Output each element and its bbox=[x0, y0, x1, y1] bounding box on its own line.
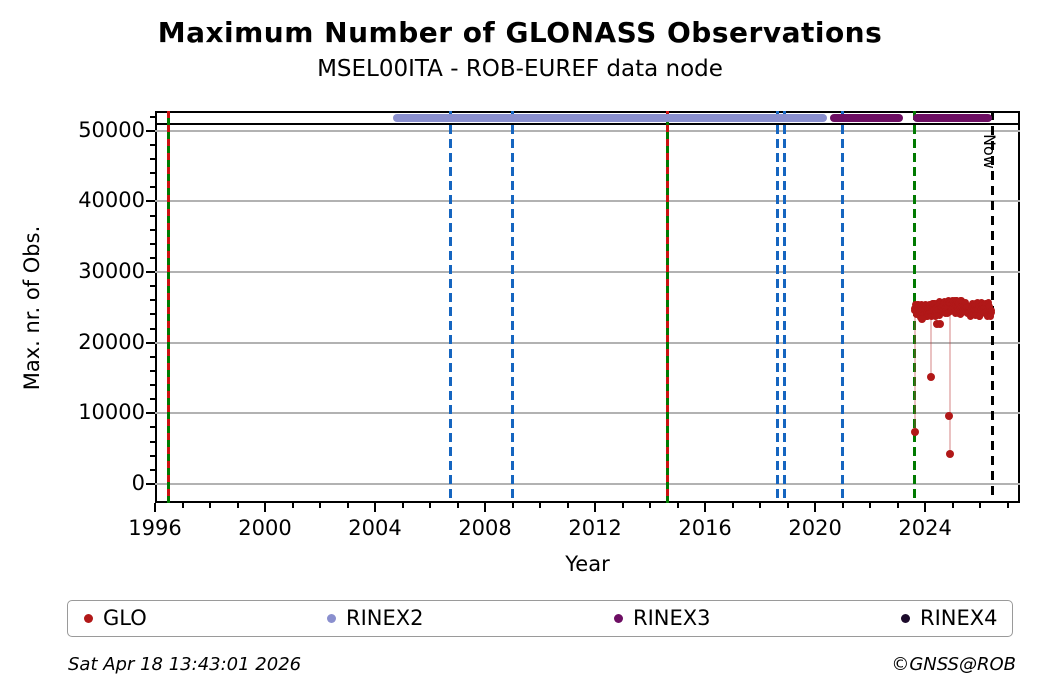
x-tick-label: 1996 bbox=[128, 516, 182, 540]
x-tick-label: 2008 bbox=[458, 516, 512, 540]
x-minor-tick bbox=[759, 503, 762, 508]
x-minor-tick bbox=[209, 503, 211, 508]
y-tick-label: 20000 bbox=[78, 329, 145, 354]
x-tick-label: 2000 bbox=[238, 516, 292, 540]
legend-label: GLO bbox=[103, 606, 147, 630]
y-major-tick bbox=[146, 200, 155, 203]
plot-area bbox=[155, 111, 1020, 503]
y-major-tick bbox=[146, 129, 155, 132]
legend-label: RINEX2 bbox=[346, 606, 424, 630]
legend-label: RINEX4 bbox=[920, 606, 998, 630]
x-tick-label: 2012 bbox=[568, 516, 622, 540]
x-minor-tick bbox=[511, 503, 514, 508]
legend-item-rinex3: RINEX3 bbox=[614, 601, 711, 635]
y-tick-label: 30000 bbox=[78, 259, 145, 284]
rinex3-marker-icon bbox=[614, 613, 623, 623]
x-minor-tick bbox=[456, 503, 459, 508]
x-minor-tick bbox=[1006, 503, 1009, 508]
x-minor-tick bbox=[979, 503, 982, 508]
x-major-tick bbox=[374, 503, 377, 512]
x-minor-tick bbox=[841, 503, 844, 508]
legend-item-rinex2: RINEX2 bbox=[327, 601, 424, 635]
rinex2-marker-icon bbox=[327, 613, 336, 623]
x-major-tick bbox=[484, 503, 487, 512]
y-major-tick bbox=[146, 271, 155, 274]
y-major-tick bbox=[146, 482, 155, 485]
x-major-tick bbox=[594, 503, 597, 512]
y-tick-label: 40000 bbox=[78, 188, 145, 213]
glo-marker-icon bbox=[84, 613, 93, 623]
x-major-tick bbox=[924, 503, 927, 512]
x-minor-tick bbox=[869, 503, 872, 508]
legend-item-rinex4: RINEX4 bbox=[901, 601, 998, 635]
x-tick-label: 2016 bbox=[678, 516, 732, 540]
x-minor-tick bbox=[649, 503, 652, 508]
x-minor-tick bbox=[566, 503, 569, 508]
y-major-tick bbox=[146, 412, 155, 415]
y-tick-label: 0 bbox=[131, 470, 145, 495]
legend-box: GLO RINEX2 RINEX3 RINEX4 bbox=[67, 600, 1013, 637]
x-minor-tick bbox=[676, 503, 679, 508]
x-axis-label: Year bbox=[565, 552, 610, 576]
x-tick-label: 2020 bbox=[788, 516, 842, 540]
page-subtitle: MSEL00ITA - ROB-EUREF data node bbox=[317, 56, 723, 82]
x-minor-tick bbox=[429, 503, 432, 508]
x-minor-tick bbox=[319, 503, 322, 508]
x-major-tick bbox=[264, 503, 267, 512]
x-minor-tick bbox=[951, 503, 954, 508]
x-major-tick bbox=[704, 503, 707, 512]
x-minor-tick bbox=[181, 503, 184, 508]
y-tick-label: 50000 bbox=[78, 117, 145, 142]
x-minor-tick bbox=[621, 503, 624, 508]
x-minor-tick bbox=[346, 503, 349, 508]
rinex4-marker-icon bbox=[901, 613, 910, 623]
legend-item-glo: GLO bbox=[84, 601, 147, 635]
y-axis-label: Max. nr. of Obs. bbox=[20, 225, 44, 391]
x-minor-tick bbox=[539, 503, 542, 508]
footer-credit: ©GNSS@ROB bbox=[891, 654, 1016, 675]
x-minor-tick bbox=[291, 503, 294, 508]
y-major-tick bbox=[146, 341, 155, 344]
x-major-tick bbox=[814, 503, 817, 512]
footer-timestamp: Sat Apr 18 13:43:01 2026 bbox=[68, 654, 302, 675]
legend-label: RINEX3 bbox=[633, 606, 711, 630]
x-minor-tick bbox=[401, 503, 404, 508]
x-minor-tick bbox=[896, 503, 899, 508]
y-tick-label: 10000 bbox=[78, 400, 145, 425]
x-tick-label: 2024 bbox=[898, 516, 952, 540]
x-minor-tick bbox=[786, 503, 789, 508]
x-minor-tick bbox=[731, 503, 734, 508]
x-major-tick bbox=[154, 503, 156, 512]
page-title: Maximum Number of GLONASS Observations bbox=[157, 16, 883, 49]
x-minor-tick bbox=[236, 503, 239, 508]
x-tick-label: 2004 bbox=[348, 516, 402, 540]
